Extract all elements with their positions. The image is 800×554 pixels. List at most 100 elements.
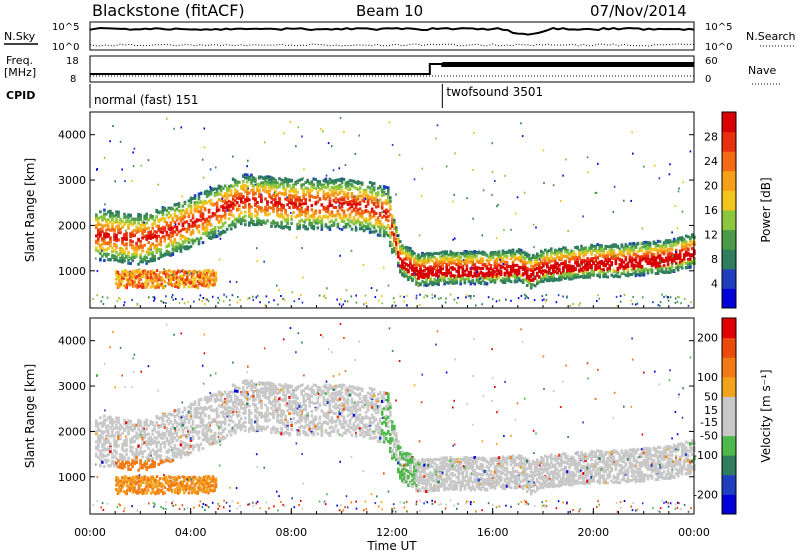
power-speckle — [370, 287, 373, 290]
power-cell — [332, 194, 336, 197]
power-cell — [348, 224, 352, 228]
power-cell — [207, 208, 211, 212]
power-cell — [266, 207, 269, 211]
power-cell — [592, 269, 595, 273]
power-speckle — [204, 303, 206, 306]
power-speckle — [669, 163, 671, 166]
power-cell — [385, 215, 388, 219]
power-cell — [691, 259, 694, 263]
power-cell — [199, 218, 203, 222]
power-cell — [507, 271, 511, 275]
power-cell — [272, 180, 275, 184]
power-cell — [620, 258, 624, 262]
power-speckle — [671, 262, 674, 265]
power-cell — [135, 242, 138, 245]
power-cell — [521, 259, 525, 263]
power-speckle — [162, 301, 165, 304]
power-cell — [260, 181, 263, 185]
power-speckle — [163, 268, 165, 270]
power-cell — [181, 245, 185, 249]
power-cell — [217, 232, 221, 236]
power-cell — [330, 190, 334, 194]
power-cell — [505, 275, 509, 279]
power-cell — [485, 276, 489, 280]
power-speckle — [672, 255, 674, 257]
power-speckle — [623, 294, 626, 296]
power-cell — [550, 278, 553, 282]
power-speckle — [690, 301, 692, 304]
power-cell — [441, 256, 444, 260]
power-cell — [175, 203, 179, 206]
power-cell — [103, 236, 106, 240]
power-cell — [489, 263, 493, 267]
power-cell — [523, 272, 527, 276]
power-cell — [542, 254, 545, 257]
power-cell — [546, 277, 549, 281]
power-cell — [189, 281, 192, 285]
power-cell — [624, 265, 628, 269]
power-speckle — [669, 296, 672, 299]
power-cell — [680, 237, 684, 241]
power-cell — [115, 239, 118, 243]
power-cell — [97, 228, 100, 232]
power-cell — [419, 272, 422, 276]
power-cell — [209, 189, 213, 193]
power-cell — [246, 196, 249, 200]
power-speckle — [505, 298, 507, 301]
power-cell — [362, 192, 366, 196]
power-cell — [99, 232, 102, 236]
power-cell — [644, 244, 648, 248]
power-cell — [236, 183, 239, 187]
power-cell — [151, 250, 154, 254]
power-cell — [608, 267, 611, 270]
power-speckle — [468, 295, 470, 298]
power-cell — [304, 186, 307, 190]
power-cell — [264, 221, 267, 225]
power-cell — [252, 191, 255, 195]
power-cell — [525, 272, 529, 276]
power-cell — [461, 269, 465, 273]
power-cell — [123, 233, 126, 237]
power-cell — [260, 223, 263, 226]
power-cell — [445, 256, 448, 260]
power-cell — [161, 225, 165, 229]
power-cell — [407, 270, 410, 274]
power-cell — [409, 260, 412, 264]
power-cell — [582, 250, 585, 254]
power-cell — [411, 252, 414, 256]
power-cell — [169, 225, 173, 229]
power-cell — [411, 264, 414, 268]
power-cell — [658, 266, 662, 270]
power-cell — [443, 279, 446, 283]
power-speckle — [264, 304, 267, 307]
power-cell — [318, 188, 322, 192]
power-speckle — [339, 254, 341, 257]
power-cell — [248, 191, 251, 195]
power-cell — [451, 280, 454, 284]
power-cell — [409, 276, 412, 280]
power-cell — [596, 262, 599, 266]
power-cell — [350, 192, 354, 195]
power-cell — [173, 203, 177, 207]
power-speckle — [170, 243, 173, 246]
power-cell — [529, 286, 533, 290]
power-cell — [109, 220, 112, 224]
power-cell — [443, 257, 446, 260]
power-cell — [121, 270, 124, 274]
power-speckle — [125, 229, 127, 232]
power-cell — [312, 183, 316, 187]
power-cell — [250, 214, 253, 217]
power-cell — [146, 276, 150, 280]
power-cell — [334, 214, 338, 218]
power-cell — [624, 244, 628, 247]
power-cell — [264, 208, 267, 211]
power-cell — [463, 278, 467, 282]
power-cell — [195, 209, 199, 213]
power-speckle — [510, 299, 512, 302]
power-speckle — [543, 298, 545, 301]
power-cell — [473, 274, 477, 278]
power-cell — [387, 224, 390, 227]
power-cell — [264, 197, 267, 201]
power-cell — [280, 182, 283, 186]
power-speckle — [619, 300, 622, 303]
